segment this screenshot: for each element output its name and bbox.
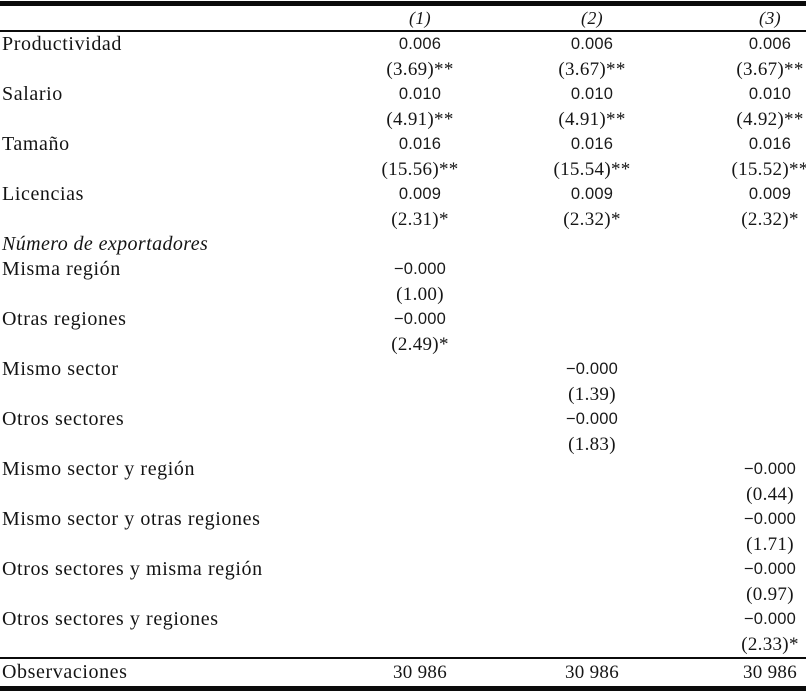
cell-col3: (4.92)** [736, 109, 804, 130]
cell-col2: −0.000 [565, 360, 619, 378]
row-label: Otras regiones [2, 308, 127, 330]
row-label: Mismo sector [2, 358, 119, 380]
cell-col3: (1.71) [746, 534, 794, 555]
cell-col1: −0.000 [393, 260, 447, 278]
header-col-3: (3) [759, 8, 781, 28]
cell-col2: 0.009 [570, 185, 614, 203]
row-otras-regiones-tstat: (2.49)* [0, 332, 806, 357]
row-label: Misma región [2, 258, 121, 280]
cell-col2: 0.010 [570, 85, 614, 103]
row-otros-sectores-y-misma-region-tstat: (0.97) [0, 582, 806, 607]
cell-col1: (4.91)** [386, 109, 454, 130]
row-mismo-sector-y-region: Mismo sector y región −0.000 [0, 457, 806, 482]
row-otros-sectores-tstat: (1.83) [0, 432, 806, 457]
row-section-numero-de-exportadores: Número de exportadores [0, 232, 806, 257]
row-otros-sectores-y-misma-region: Otros sectores y misma región −0.000 [0, 557, 806, 582]
row-otros-sectores: Otros sectores −0.000 [0, 407, 806, 432]
row-mismo-sector-y-region-tstat: (0.44) [0, 482, 806, 507]
cell-col2: (15.54)** [553, 159, 631, 180]
cell-col2: (4.91)** [558, 109, 626, 130]
cell-col1: 30 986 [392, 662, 448, 683]
header-col-1: (1) [409, 8, 431, 28]
cell-col3: 0.016 [748, 135, 792, 153]
cell-col3: 0.009 [748, 185, 792, 203]
row-salario: Salario 0.010 0.010 0.010 [0, 82, 806, 107]
row-label: Salario [2, 83, 63, 105]
cell-col3: (2.32)* [741, 209, 799, 230]
cell-col3: −0.000 [743, 560, 797, 578]
cell-col2: −0.000 [565, 410, 619, 428]
cell-col1: 0.006 [398, 35, 442, 53]
row-productividad-tstat: (3.69)** (3.67)** (3.67)** [0, 57, 806, 82]
cell-col2: (1.83) [568, 434, 616, 455]
table-header-row: (1) (2) (3) [0, 6, 806, 30]
row-mismo-sector-y-otras-regiones: Mismo sector y otras regiones −0.000 [0, 507, 806, 532]
row-licencias: Licencias 0.009 0.009 0.009 [0, 182, 806, 207]
cell-col1: (1.00) [396, 284, 444, 305]
cell-col3: (0.44) [746, 484, 794, 505]
row-salario-tstat: (4.91)** (4.91)** (4.92)** [0, 107, 806, 132]
row-observaciones: Observaciones 30 986 30 986 30 986 [0, 659, 806, 686]
row-label: Productividad [2, 33, 123, 55]
row-label: Observaciones [2, 661, 128, 683]
row-otras-regiones: Otras regiones −0.000 [0, 307, 806, 332]
cell-col1: (2.31)* [391, 209, 449, 230]
row-otros-sectores-y-regiones-tstat: (2.33)* [0, 632, 806, 657]
cell-col1: (15.56)** [381, 159, 459, 180]
row-misma-region: Misma región −0.000 [0, 257, 806, 282]
cell-col3: −0.000 [743, 610, 797, 628]
row-label: Mismo sector y otras regiones [2, 508, 261, 530]
row-label: Tamaño [2, 133, 70, 155]
cell-col2: (2.32)* [563, 209, 621, 230]
cell-col3: 0.010 [748, 85, 792, 103]
cell-col3: (3.67)** [736, 59, 804, 80]
row-label: Otros sectores [2, 408, 125, 430]
cell-col3: 0.006 [748, 35, 792, 53]
row-misma-region-tstat: (1.00) [0, 282, 806, 307]
row-licencias-tstat: (2.31)* (2.32)* (2.32)* [0, 207, 806, 232]
row-label: Mismo sector y región [2, 458, 196, 480]
row-tamano-tstat: (15.56)** (15.54)** (15.52)** [0, 157, 806, 182]
row-label: Otros sectores y regiones [2, 608, 219, 630]
cell-col1: 0.016 [398, 135, 442, 153]
row-tamano: Tamaño 0.016 0.016 0.016 [0, 132, 806, 157]
row-label: Licencias [2, 183, 85, 205]
header-divider-rule [0, 30, 806, 32]
cell-col2: 0.006 [570, 35, 614, 53]
cell-col2: (1.39) [568, 384, 616, 405]
header-col-2: (2) [581, 8, 603, 28]
section-label: Número de exportadores [2, 233, 209, 255]
cell-col1: 0.010 [398, 85, 442, 103]
cell-col3: (0.97) [746, 584, 794, 605]
row-productividad: Productividad 0.006 0.006 0.006 [0, 32, 806, 57]
cell-col3: (2.33)* [741, 634, 799, 655]
cell-col2: 0.016 [570, 135, 614, 153]
cell-col1: (2.49)* [391, 334, 449, 355]
footer-divider-rule [0, 657, 806, 659]
row-mismo-sector-tstat: (1.39) [0, 382, 806, 407]
cell-col1: −0.000 [393, 310, 447, 328]
cell-col3: −0.000 [743, 460, 797, 478]
cell-col2: (3.67)** [558, 59, 626, 80]
cell-col3: −0.000 [743, 510, 797, 528]
row-otros-sectores-y-regiones: Otros sectores y regiones −0.000 [0, 607, 806, 632]
cell-col3: (15.52)** [731, 159, 806, 180]
row-mismo-sector: Mismo sector −0.000 [0, 357, 806, 382]
row-label: Otros sectores y misma región [2, 558, 263, 580]
cell-col1: (3.69)** [386, 59, 454, 80]
cell-col2: 30 986 [564, 662, 620, 683]
cell-col1: 0.009 [398, 185, 442, 203]
top-rule [0, 1, 806, 6]
cell-col3: 30 986 [742, 662, 798, 683]
bottom-rule [0, 686, 806, 691]
row-mismo-sector-y-otras-regiones-tstat: (1.71) [0, 532, 806, 557]
